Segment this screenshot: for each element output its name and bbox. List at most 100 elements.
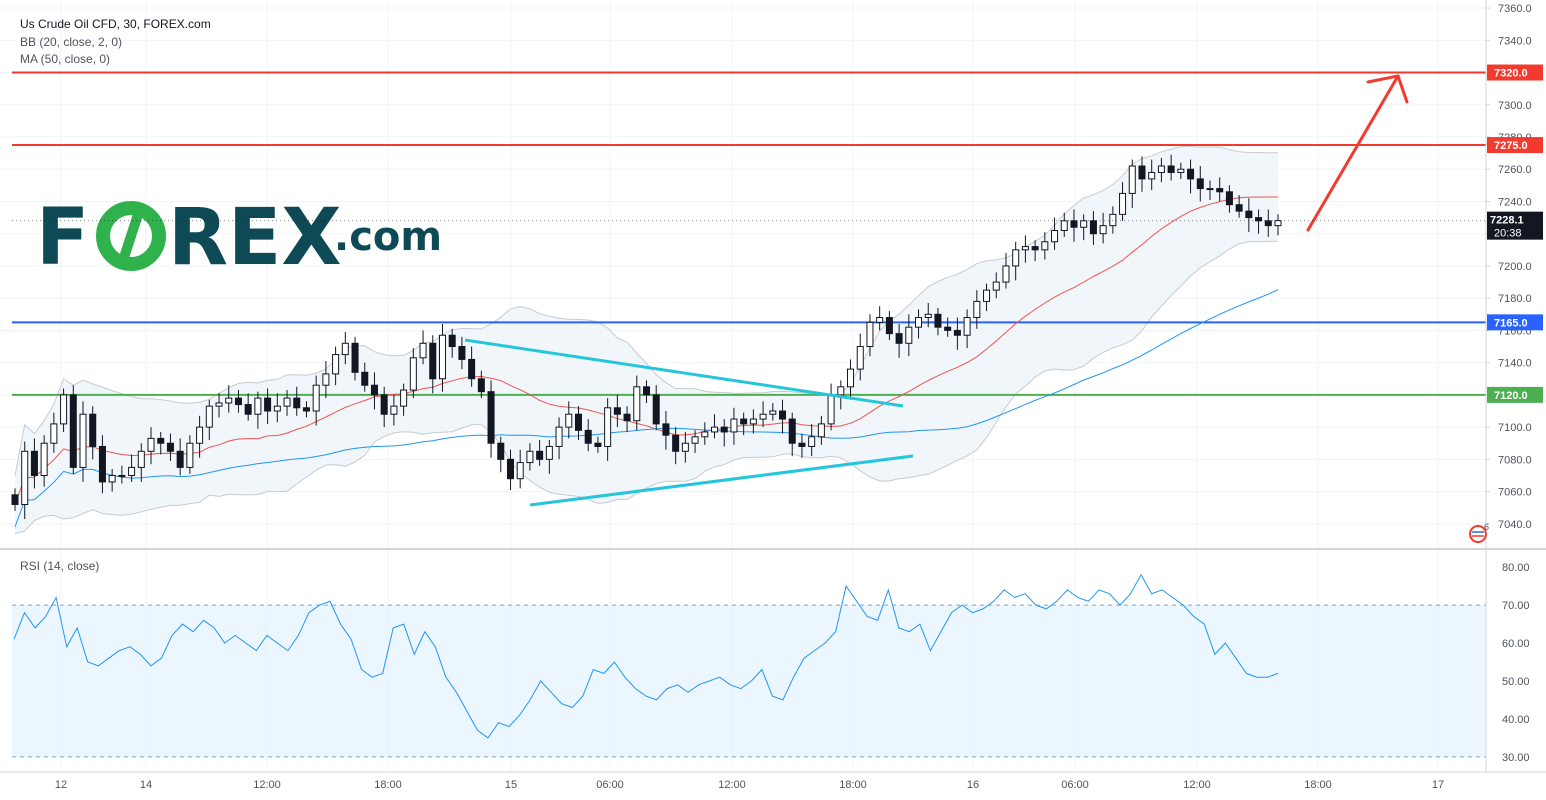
bollinger-legend[interactable]: BB (20, close, 2, 0) (20, 35, 122, 49)
upper-trendline[interactable] (464, 338, 904, 408)
logo-o-ring (96, 201, 166, 271)
level-tag-label: 7275.0 (1494, 140, 1528, 152)
candle-body-up (438, 334, 446, 380)
candle (1099, 212, 1107, 244)
candle (652, 385, 660, 431)
candle (390, 394, 398, 426)
candle-body-up (1109, 213, 1117, 227)
candle (545, 440, 553, 474)
candle (332, 346, 340, 386)
candle (1148, 159, 1156, 191)
candle (759, 401, 767, 428)
candle (701, 422, 709, 445)
candle (895, 323, 903, 358)
time-tick-label: 12:00 (1183, 779, 1211, 791)
candle (749, 409, 757, 434)
candle (400, 383, 408, 416)
rsi-axis[interactable]: 80.00 70.00 60.00 50.00 40.00 30.00 (1502, 562, 1530, 764)
level-tag-bg (1487, 64, 1543, 81)
candle (1274, 214, 1282, 236)
candle-body-up (196, 426, 204, 444)
candle (1089, 211, 1097, 245)
candle (283, 390, 291, 416)
candle (662, 411, 670, 450)
candle-body-up (555, 426, 563, 447)
candle-body-down (1196, 178, 1204, 190)
candle-body-down (429, 342, 437, 380)
time-tick-label: 06:00 (596, 779, 624, 791)
candle-body-down (244, 404, 252, 415)
candle-body-down (293, 397, 301, 409)
candle (40, 435, 48, 487)
price-tick-label: 7100.0 (1498, 422, 1532, 434)
candle-body-up (1128, 165, 1136, 194)
candle-body-down (536, 450, 544, 460)
level-price-tags: 7320.0 7275.0 7165.0 7120.0 (1487, 64, 1543, 403)
candle-body-up (283, 397, 291, 407)
candle-body-down (361, 371, 369, 386)
candle (565, 401, 573, 439)
candle-body-up (856, 346, 864, 370)
candle (196, 415, 204, 458)
candle (555, 417, 563, 460)
candle (681, 431, 689, 463)
candle (856, 333, 864, 381)
candle (448, 328, 456, 358)
candle-body-down (672, 434, 680, 452)
rsi-legend[interactable]: RSI (14, close) (20, 559, 99, 573)
candle (215, 393, 223, 418)
projection-arrow[interactable] (1306, 74, 1409, 232)
candle (244, 393, 252, 421)
level-tag-bg (1487, 137, 1543, 154)
candle-body-up (186, 442, 194, 468)
symbol-legend[interactable]: Us Crude Oil CFD, 30, FOREX.com (20, 17, 211, 31)
time-tick-label: 12 (55, 779, 67, 791)
candle-body-up (769, 410, 777, 415)
candle (973, 290, 981, 329)
price-tick-label: 7200.0 (1498, 261, 1532, 273)
candle (380, 386, 388, 428)
candle-body-up (749, 418, 757, 425)
candle-body-down (1264, 220, 1272, 227)
candle-body-up (390, 405, 398, 415)
candle (516, 449, 524, 489)
candle-body-down (487, 391, 495, 444)
price-tick-label: 7140.0 (1498, 358, 1532, 370)
candle (633, 375, 641, 431)
candle (186, 435, 194, 474)
time-axis[interactable]: 12 14 12:00 18:00 15 06:00 12:00 18:00 16 06:00 12… (55, 779, 1444, 791)
candle-body-down (468, 358, 476, 380)
candle (924, 303, 932, 328)
time-tick-label: 12:00 (253, 779, 281, 791)
candle-body-down (895, 333, 903, 344)
price-axis[interactable]: 7360.07340.07320.07300.07280.07260.07240… (1486, 3, 1532, 531)
candle-body-up (1080, 220, 1088, 228)
candle-body-down (740, 418, 748, 425)
candle (847, 359, 855, 400)
candle (1225, 185, 1233, 213)
candle-body-up (866, 321, 874, 348)
candle-body-up (1274, 220, 1282, 227)
candle (89, 406, 97, 460)
candle-body-up (225, 397, 233, 404)
economic-event-badge[interactable]: 6 (1469, 522, 1489, 543)
candle (594, 436, 602, 453)
candlestick-series (11, 154, 1282, 519)
candle (1109, 206, 1117, 234)
candle (1167, 154, 1175, 181)
lower-trendline[interactable] (529, 454, 914, 507)
candle-body-up (1177, 168, 1185, 173)
candle (808, 423, 816, 457)
candle (623, 406, 631, 432)
candle (915, 309, 923, 339)
moving-average-legend[interactable]: MA (50, close, 0) (20, 52, 110, 66)
candle-body-down (1235, 204, 1243, 212)
price-tick-label: 7180.0 (1498, 293, 1532, 305)
candle (837, 380, 845, 410)
candle-body-up (681, 442, 689, 452)
candle (574, 406, 583, 441)
time-tick-label: 06:00 (1061, 779, 1089, 791)
candle (477, 370, 485, 399)
candle-body-down (30, 450, 38, 476)
